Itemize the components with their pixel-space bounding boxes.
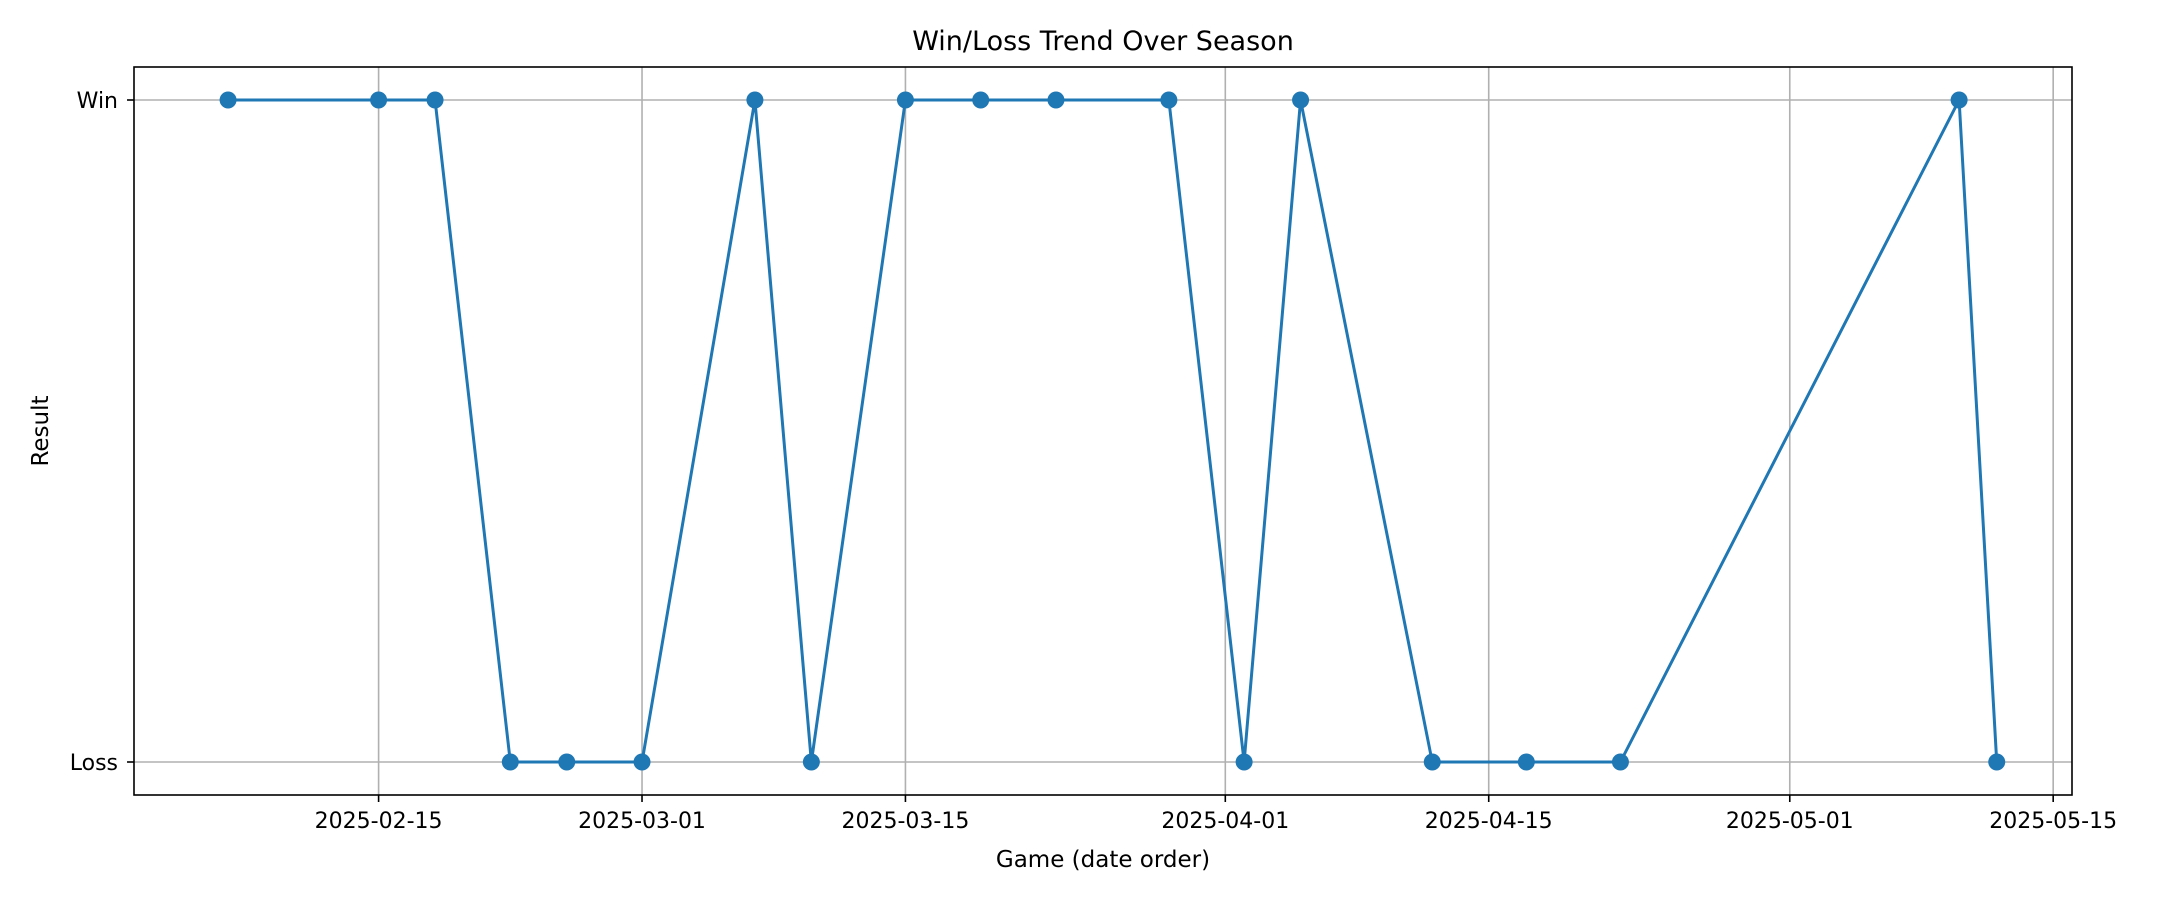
data-point [370,91,388,109]
data-point [972,91,990,109]
data-point [1047,91,1065,109]
data-point [219,91,237,109]
chart-title: Win/Loss Trend Over Season [912,26,1294,57]
data-point [1988,753,2006,771]
x-tick-label: 2025-02-15 [315,809,443,834]
data-point [426,91,444,109]
data-point [746,91,764,109]
grid [134,67,2072,795]
x-tick-label: 2025-05-01 [1726,809,1854,834]
y-tick-label: Win [77,89,118,114]
data-point [1517,753,1535,771]
data-point [1950,91,1968,109]
data-point [1235,753,1253,771]
x-tick-label: 2025-03-15 [842,809,970,834]
data-point [1292,91,1310,109]
y-tick-label: Loss [70,751,118,776]
x-tick-label: 2025-04-15 [1425,809,1553,834]
x-axis-label: Game (date order) [996,847,1210,873]
data-point [1160,91,1178,109]
data-point [1611,753,1629,771]
data-point [1423,753,1441,771]
data-point [558,753,576,771]
data-point [896,91,914,109]
x-tick-label: 2025-05-15 [1989,809,2117,834]
y-axis-label: Result [28,395,54,466]
plot-frame [133,66,2073,796]
x-tick-label: 2025-04-01 [1161,809,1289,834]
data-point [633,753,651,771]
data-point [501,753,519,771]
axis-ticks: 2025-02-15 2025-03-01 2025-03-15 2025-04-01… [70,89,2117,834]
series-layer [219,91,2006,771]
x-tick-label: 2025-03-01 [578,809,706,834]
data-point [802,753,820,771]
series-line [228,98,1999,764]
